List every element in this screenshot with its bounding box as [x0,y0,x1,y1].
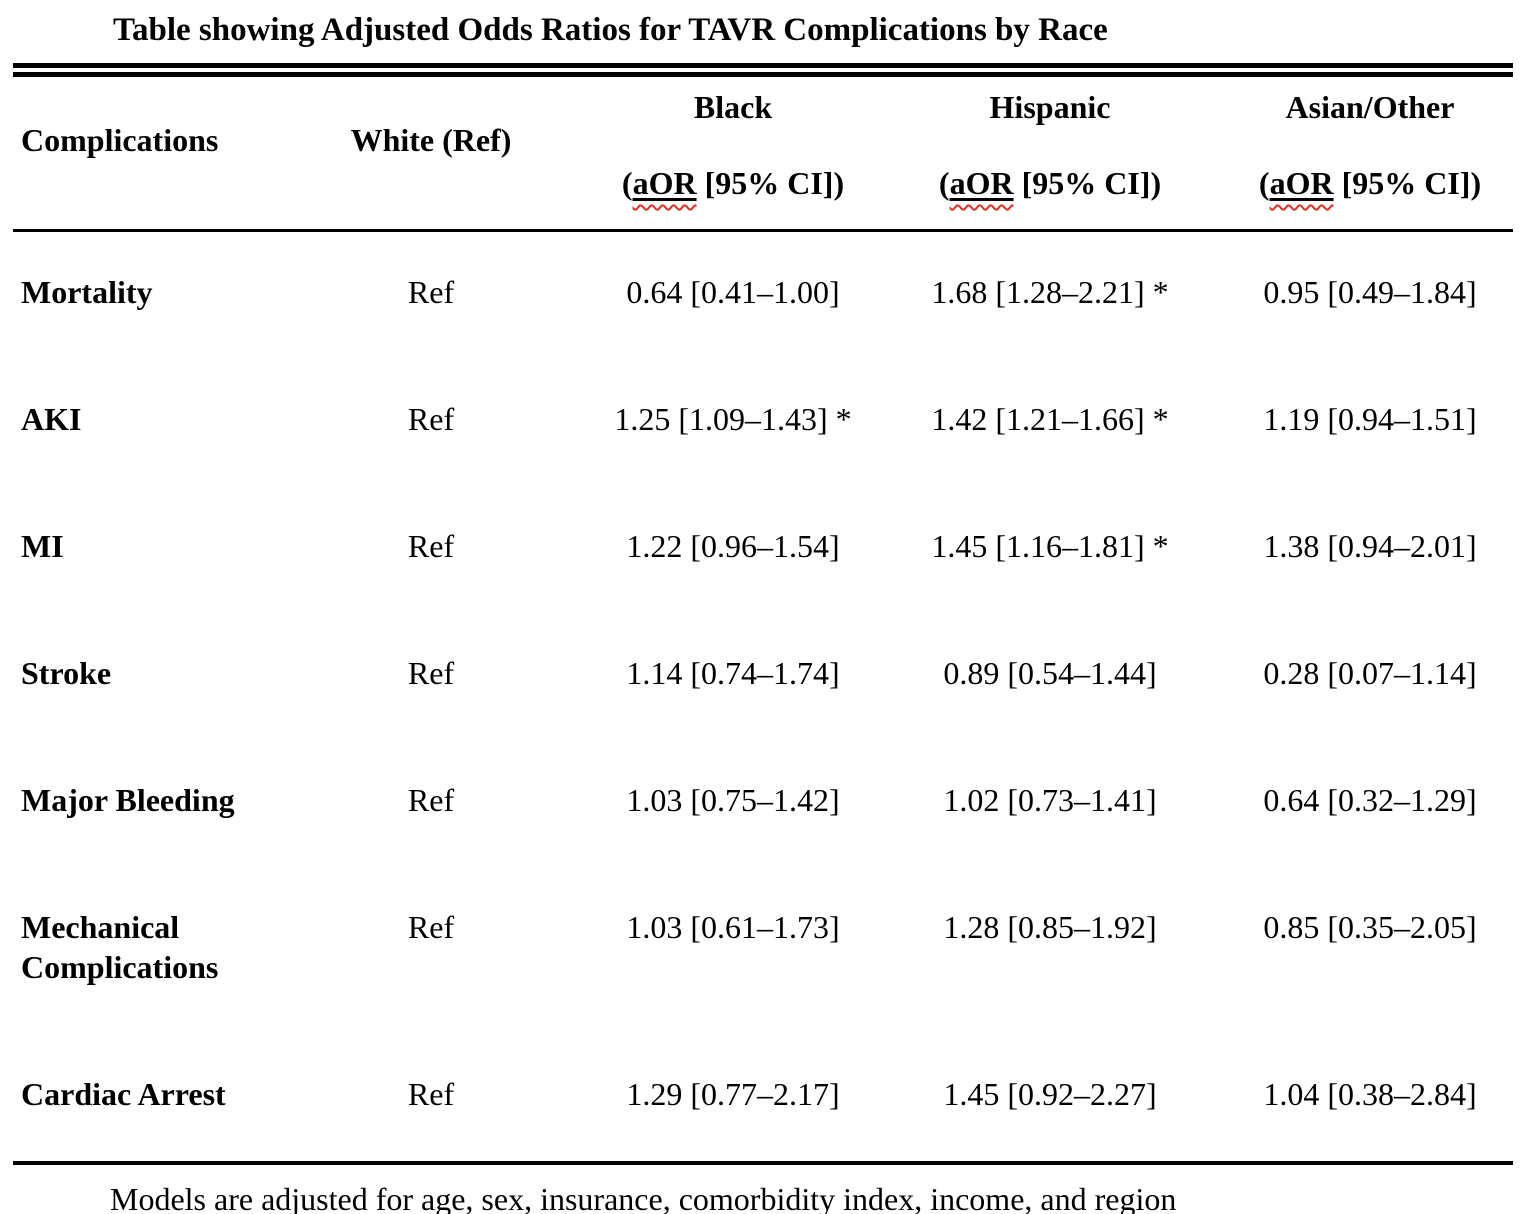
measure-rest: [95% CI]) [696,165,845,201]
black-aor-cell: 0.64 [0.41–1.00] [626,274,840,310]
odds-ratio-table: Complications White (Ref) Black (aOR [95… [13,63,1513,1214]
table-row-stroke: Stroke Ref 1.14 [0.74–1.74] 0.89 [0.54–1… [13,613,1513,740]
misspelled-aor-term: aOR [949,165,1014,201]
table-header-row: Complications White (Ref) Black (aOR [95… [13,77,1513,232]
race-measure-label: (aOR [95% CI]) [1259,163,1481,203]
measure-open-paren: ( [621,165,633,201]
misspelled-aor-term: aOR [1269,165,1334,201]
hispanic-aor-cell: 1.28 [0.85–1.92] [943,909,1157,945]
table-title: Table showing Adjusted Odds Ratios for T… [113,12,1108,48]
measure-rest: [95% CI]) [1333,165,1482,201]
table-row-mechanical-complications: Mechanical Complications Ref 1.03 [0.61–… [13,867,1513,1034]
asian-other-aor-cell: 0.28 [0.07–1.14] [1263,655,1477,691]
table-row-cardiac-arrest: Cardiac Arrest Ref 1.29 [0.77–2.17] 1.45… [13,1034,1513,1161]
measure-rest: [95% CI]) [1013,165,1162,201]
complication-label: Mechanical Complications [21,909,219,985]
table-row-mortality: Mortality Ref 0.64 [0.41–1.00] 1.68 [1.2… [13,232,1513,359]
asian-other-aor-cell: 1.19 [0.94–1.51] [1263,401,1477,437]
table-row-mi: MI Ref 1.22 [0.96–1.54] 1.45 [1.16–1.81]… [13,486,1513,613]
complication-label: MI [21,528,64,564]
misspelled-aor-term: aOR [632,165,697,201]
hispanic-aor-cell: 1.45 [0.92–2.27] [943,1076,1157,1112]
asian-other-aor-cell: 0.64 [0.32–1.29] [1263,782,1477,818]
black-aor-cell: 1.29 [0.77–2.17] [626,1076,840,1112]
race-name-label: Black [693,89,773,125]
white-ref-cell: Ref [407,909,455,945]
black-aor-cell: 1.25 [1.09–1.43] * [614,401,852,437]
measure-open-paren: ( [938,165,950,201]
white-ref-cell: Ref [407,1076,455,1112]
hispanic-aor-cell: 1.02 [0.73–1.41] [943,782,1157,818]
hispanic-aor-cell: 0.89 [0.54–1.44] [943,655,1157,691]
asian-other-aor-cell: 1.38 [0.94–2.01] [1263,528,1477,564]
table-row-major-bleeding: Major Bleeding Ref 1.03 [0.75–1.42] 1.02… [13,740,1513,867]
header-cell-hispanic: Hispanic (aOR [95% CI]) [873,77,1227,229]
underlined-term: aOR [1270,165,1334,201]
white-ref-cell: Ref [407,401,455,437]
black-aor-cell: 1.14 [0.74–1.74] [626,655,840,691]
bottom-rule [13,1161,1513,1165]
complication-label: AKI [21,401,82,437]
complication-label: Stroke [21,655,112,691]
white-ref-cell: Ref [407,528,455,564]
black-aor-cell: 1.22 [0.96–1.54] [626,528,840,564]
black-aor-cell: 1.03 [0.75–1.42] [626,782,840,818]
header-complications-label: Complications [21,121,219,158]
underlined-term: aOR [633,165,697,201]
race-name-label: Hispanic [989,89,1111,125]
complication-label: Cardiac Arrest [21,1076,226,1112]
footnote-text: Models are adjusted for age, sex, insura… [110,1181,1177,1214]
white-ref-cell: Ref [407,274,455,310]
white-ref-cell: Ref [407,655,455,691]
header-cell-white-ref: White (Ref) [269,77,593,229]
asian-other-aor-cell: 1.04 [0.38–2.84] [1263,1076,1477,1112]
header-cell-black: Black (aOR [95% CI]) [593,77,873,229]
complication-label: Mortality [21,274,153,310]
race-name-label: Asian/Other [1285,89,1455,125]
race-measure-label: (aOR [95% CI]) [939,163,1161,203]
asian-other-aor-cell: 0.95 [0.49–1.84] [1263,274,1477,310]
complication-label: Major Bleeding [21,782,235,818]
table-row-aki: AKI Ref 1.25 [1.09–1.43] * 1.42 [1.21–1.… [13,359,1513,486]
header-cell-complications: Complications [13,77,269,229]
hispanic-aor-cell: 1.45 [1.16–1.81] * [931,528,1169,564]
top-double-rule [13,63,1513,77]
white-ref-cell: Ref [407,782,455,818]
black-aor-cell: 1.03 [0.61–1.73] [626,909,840,945]
asian-other-aor-cell: 0.85 [0.35–2.05] [1263,909,1477,945]
measure-open-paren: ( [1258,165,1270,201]
race-measure-label: (aOR [95% CI]) [622,163,844,203]
underlined-term: aOR [950,165,1014,201]
header-white-ref-label: White (Ref) [350,121,512,158]
hispanic-aor-cell: 1.68 [1.28–2.21] * [931,274,1169,310]
hispanic-aor-cell: 1.42 [1.21–1.66] * [931,401,1169,437]
header-cell-asian-other: Asian/Other (aOR [95% CI]) [1227,77,1513,229]
